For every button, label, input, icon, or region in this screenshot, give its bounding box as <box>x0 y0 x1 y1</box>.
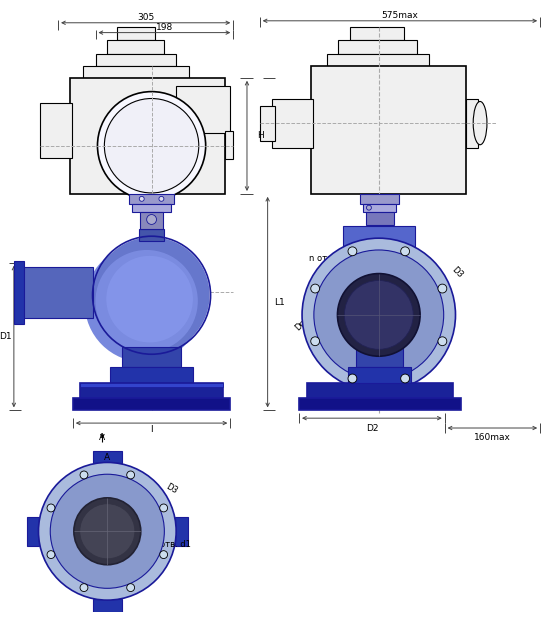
Circle shape <box>348 247 357 255</box>
Bar <box>176 86 230 133</box>
Bar <box>139 230 165 241</box>
Bar <box>299 399 462 410</box>
Bar <box>93 450 122 463</box>
Circle shape <box>74 498 141 565</box>
Bar <box>80 383 223 399</box>
Bar <box>140 212 164 230</box>
Circle shape <box>344 281 413 349</box>
Text: D1: D1 <box>0 332 12 341</box>
Circle shape <box>147 215 156 225</box>
Bar <box>129 194 174 204</box>
Text: H: H <box>257 131 264 141</box>
Bar <box>80 383 223 387</box>
Bar <box>14 261 23 324</box>
Circle shape <box>106 256 193 342</box>
Circle shape <box>337 273 420 356</box>
Bar <box>366 212 393 225</box>
Circle shape <box>160 551 167 558</box>
Circle shape <box>401 374 409 383</box>
Bar <box>225 131 233 159</box>
Bar <box>40 104 72 157</box>
Circle shape <box>311 337 319 346</box>
Circle shape <box>80 584 88 592</box>
Bar <box>348 367 411 383</box>
Bar <box>326 54 429 66</box>
Circle shape <box>348 374 357 383</box>
Bar <box>122 347 181 367</box>
Circle shape <box>438 284 447 293</box>
Text: A: A <box>104 453 111 462</box>
Bar <box>93 599 122 612</box>
Bar <box>356 347 403 367</box>
Bar <box>73 399 230 410</box>
Text: D2: D2 <box>366 423 378 433</box>
Text: A: A <box>99 433 105 442</box>
Bar <box>343 226 415 315</box>
Circle shape <box>50 474 165 589</box>
Text: 575max: 575max <box>382 11 419 20</box>
Bar <box>307 383 452 399</box>
Bar <box>27 516 39 546</box>
Bar <box>83 66 189 78</box>
Ellipse shape <box>473 101 487 145</box>
Bar <box>260 106 275 141</box>
Bar <box>70 78 225 194</box>
Bar <box>110 367 193 383</box>
Bar <box>350 27 404 41</box>
Text: 305: 305 <box>137 14 154 22</box>
Circle shape <box>311 284 319 293</box>
Circle shape <box>140 196 144 201</box>
Bar <box>107 41 165 54</box>
Bar <box>338 41 417 54</box>
Bar <box>271 99 313 147</box>
Circle shape <box>47 504 55 512</box>
Bar <box>19 267 93 318</box>
Bar <box>132 204 171 212</box>
Text: L1: L1 <box>275 297 285 307</box>
Bar <box>95 54 176 66</box>
Circle shape <box>126 471 135 479</box>
Text: 160max: 160max <box>474 433 511 442</box>
Text: n отв. d: n отв. d <box>309 254 343 263</box>
Bar <box>117 27 155 41</box>
Bar <box>363 204 396 212</box>
Circle shape <box>84 244 203 362</box>
Circle shape <box>95 250 198 352</box>
Circle shape <box>314 250 444 380</box>
Bar <box>175 516 188 546</box>
Circle shape <box>302 238 456 392</box>
Circle shape <box>94 237 210 354</box>
Text: Dn: Dn <box>293 317 308 332</box>
Circle shape <box>104 99 199 193</box>
Circle shape <box>80 471 88 479</box>
Circle shape <box>401 247 409 255</box>
Circle shape <box>160 504 167 512</box>
Circle shape <box>366 205 371 210</box>
Circle shape <box>39 462 176 600</box>
Bar <box>467 99 478 147</box>
Circle shape <box>126 584 135 592</box>
Text: l: l <box>150 426 153 434</box>
Text: 198: 198 <box>156 23 173 32</box>
Text: D3: D3 <box>165 482 179 496</box>
Bar <box>360 194 399 204</box>
Text: D3: D3 <box>450 265 464 280</box>
Circle shape <box>98 91 205 200</box>
Circle shape <box>438 337 447 346</box>
Circle shape <box>80 503 135 559</box>
Circle shape <box>47 551 55 558</box>
Bar <box>311 66 467 194</box>
Text: n отв. d1: n отв. d1 <box>152 539 190 549</box>
Circle shape <box>159 196 164 201</box>
